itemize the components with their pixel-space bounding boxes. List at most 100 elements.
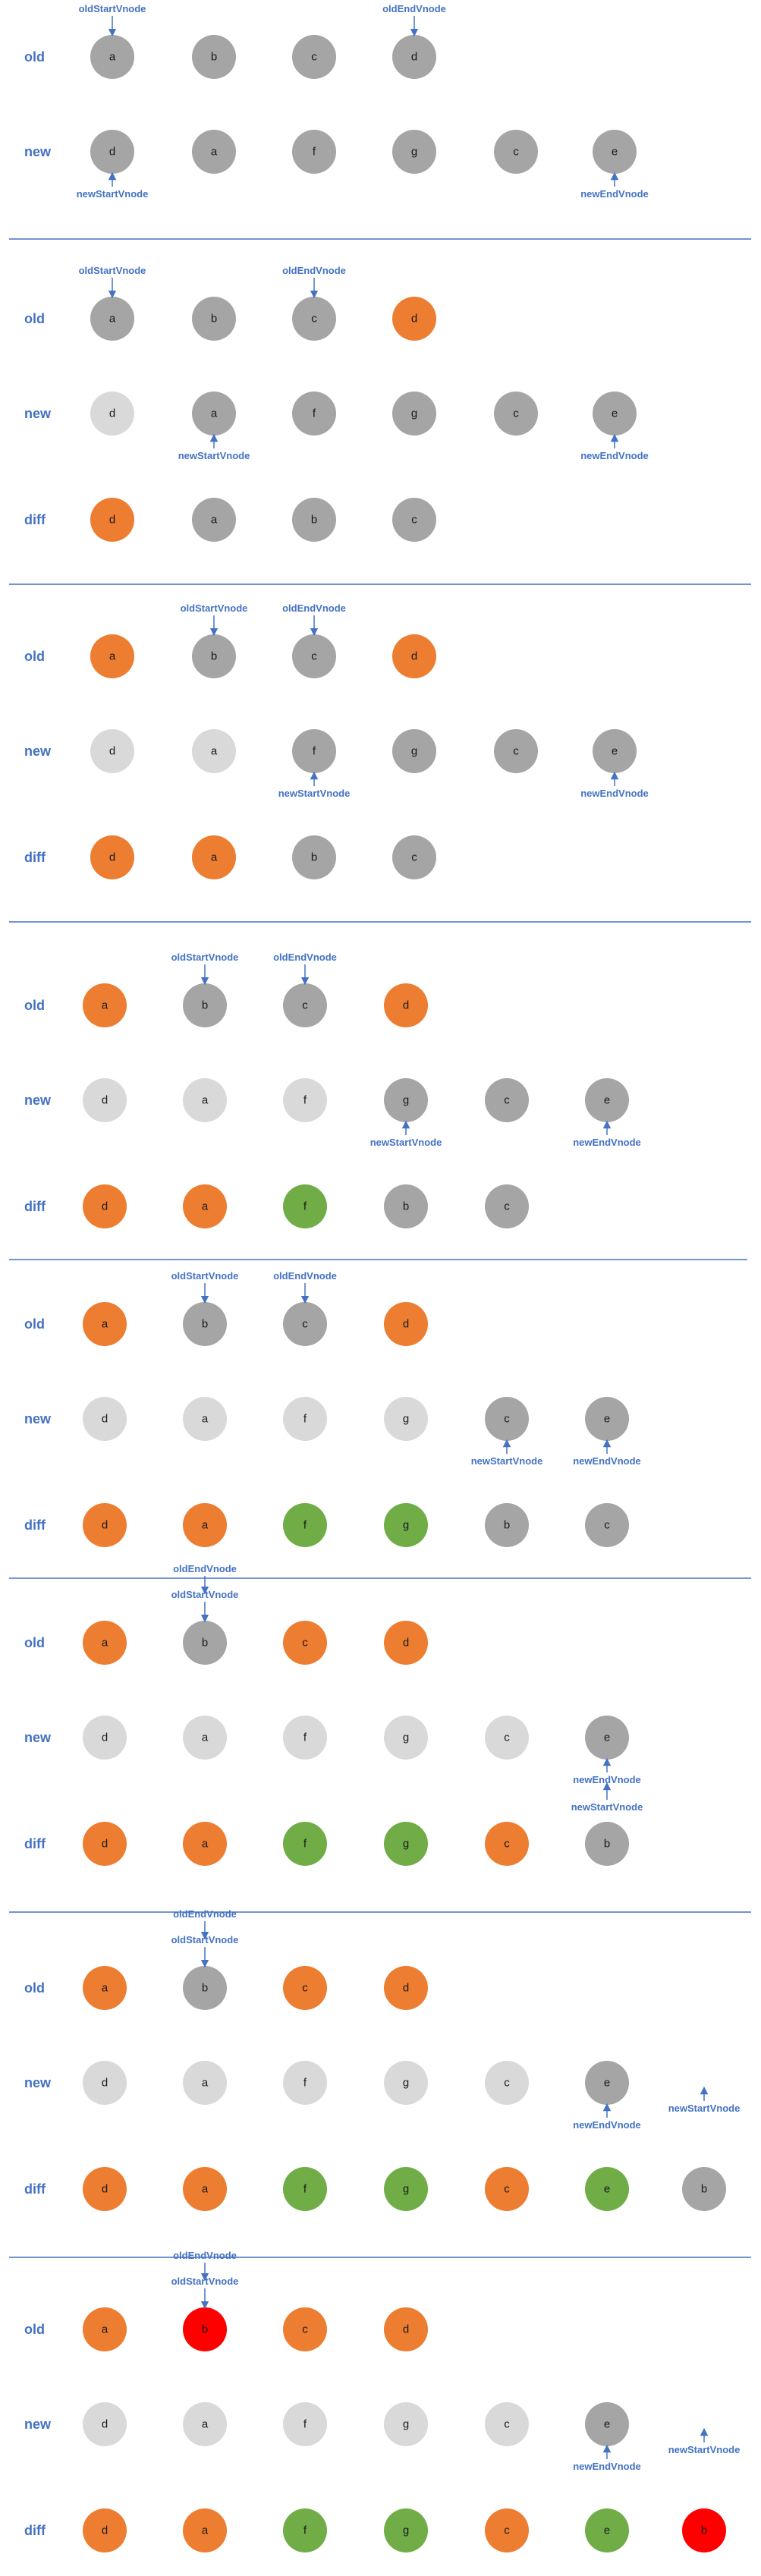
row-label-old: old [24,1316,45,1332]
vnode-label: f [303,2418,307,2431]
vnode: g [384,1078,428,1122]
vnode-circle [83,1302,127,1346]
vnode: d [83,1822,127,1866]
vnode-circle [83,1716,127,1760]
vnode: f [283,2402,327,2446]
vnode-label: d [109,514,115,527]
vnode-label: b [604,1838,610,1851]
vnode: e [593,392,637,436]
vnode: b [292,835,336,879]
vnode-circle [90,729,134,773]
vnode-label: d [403,999,409,1012]
vnode-circle [585,2167,629,2211]
vnode: c [485,1822,529,1866]
vnode-label: a [102,2323,108,2336]
vnode-label: b [701,2524,707,2537]
vnode: d [90,729,134,773]
vnode: e [585,1716,629,1760]
vnode-circle [392,835,436,879]
vnode-circle [183,1966,227,2010]
vnode-label: c [504,2077,510,2090]
vnode-label: f [303,1731,307,1744]
vnode-label: d [109,745,115,758]
vnode: g [384,1716,428,1760]
new-end-pointer-label: newEndVnode [580,450,649,461]
vnode: c [392,498,436,542]
vnode-circle [283,1302,327,1346]
vnode-circle [283,2508,327,2552]
vnode: e [585,2167,629,2211]
row-label-new: new [24,2075,52,2090]
vnode: d [83,1503,127,1547]
vnode-circle [283,1503,327,1547]
vnode-label: g [403,2418,409,2431]
row-label-old: old [24,49,45,64]
vnode: c [494,392,538,436]
vnode-circle [183,1716,227,1760]
vnode: a [90,297,134,341]
vnode-label: a [102,1982,108,1995]
vnode-circle [292,729,336,773]
vnode-circle [183,2307,227,2351]
row-label-diff: diff [24,1836,46,1851]
new-end-pointer-label: newEndVnode [573,2119,641,2131]
vnode: c [283,983,327,1027]
vnode: a [90,634,134,678]
vnode-label: d [403,2323,409,2336]
vnode-circle [90,634,134,678]
vnode-circle [90,130,134,174]
old-start-pointer-label: oldStartVnode [171,951,239,963]
vnode: b [183,1621,227,1665]
vnode-label: g [403,1413,409,1426]
vnode: f [283,1397,327,1441]
vnode-label: c [504,1731,510,1744]
vnode: b [384,1184,428,1228]
new-end-pointer-label: newEndVnode [573,1774,641,1785]
vnode-circle [83,1621,127,1665]
vnode-label: f [303,2524,307,2537]
vnode-label: c [302,1318,308,1331]
vnode: a [83,983,127,1027]
diff-step-6: old new diff a b c d d a f g c e d a f g c b oldStartVnode o… [24,1563,643,1866]
vnode-circle [192,130,236,174]
vnode: d [384,2307,428,2351]
vnode: d [392,297,436,341]
vnode-circle [384,1184,428,1228]
vnode-label: e [604,1731,610,1744]
vnode-label: b [701,2183,707,2196]
vnode-circle [283,1184,327,1228]
vnode-label: c [513,745,519,758]
vnode: c [485,1078,529,1122]
vnode-circle [392,498,436,542]
old-end-pointer-label: oldEndVnode [282,602,346,614]
vnode-label: b [211,313,217,326]
vnode: a [183,1716,227,1760]
vnode: c [485,2402,529,2446]
vnode: d [83,2167,127,2211]
vnode-circle [83,1966,127,2010]
vnode-circle [585,1716,629,1760]
vnode-label: a [202,1094,209,1107]
row-label-diff: diff [24,1199,46,1214]
vnode-circle [283,2061,327,2105]
vnode-circle [585,1397,629,1441]
vnode-circle [292,297,336,341]
row-label-old: old [24,1635,45,1650]
vnode-circle [392,634,436,678]
vnode-label: a [202,1519,209,1532]
vnode: e [585,1078,629,1122]
vnode: g [384,1822,428,1866]
vnode-label: d [102,1838,108,1851]
vnode-circle [90,835,134,879]
new-end-pointer-label: newEndVnode [580,188,649,200]
vnode-circle [485,2061,529,2105]
vnode: b [682,2508,726,2552]
new-end-pointer-label: newEndVnode [573,1455,641,1467]
vnode-label: g [403,2183,409,2196]
vnode-label: d [102,2183,108,2196]
vnode-circle [384,1822,428,1866]
vnode-circle [485,1503,529,1547]
vnode: b [192,634,236,678]
vnode: c [292,35,336,79]
old-end-pointer-label: oldEndVnode [382,3,446,14]
